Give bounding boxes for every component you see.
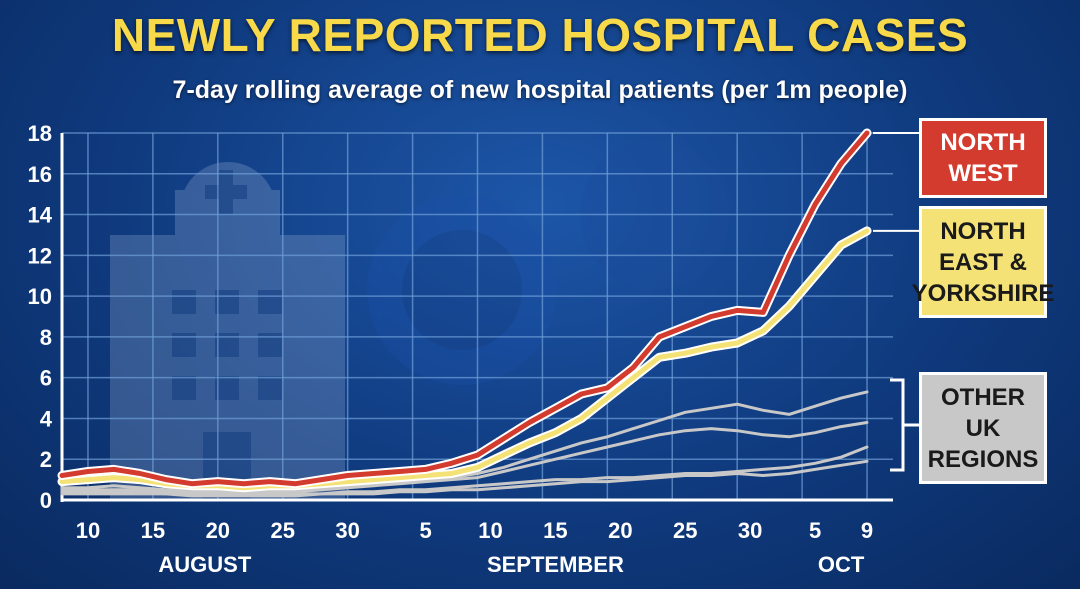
y-tick-label: 0 <box>40 488 52 513</box>
series-label-north-west: NORTH WEST <box>919 118 1047 198</box>
label-connectors <box>873 132 919 472</box>
month-label: SEPTEMBER <box>487 552 624 577</box>
x-tick-label: 10 <box>478 518 502 543</box>
y-tick-label: 6 <box>40 366 52 391</box>
x-tick-label: 20 <box>608 518 632 543</box>
chart-subtitle: 7-day rolling average of new hospital pa… <box>172 76 908 104</box>
month-label: AUGUST <box>158 552 251 577</box>
x-tick-label: 10 <box>76 518 100 543</box>
series-label-north-east-yorkshire: NORTH EAST & YORKSHIRE <box>912 206 1054 318</box>
x-tick-label: 30 <box>335 518 359 543</box>
x-tick-label: 5 <box>809 518 821 543</box>
y-tick-label: 14 <box>28 203 53 228</box>
y-tick-label: 12 <box>28 243 52 268</box>
y-tick-label: 10 <box>28 284 52 309</box>
series-line <box>60 421 869 494</box>
chart-series <box>57 128 872 498</box>
chart-title: NEWLY REPORTED HOSPITAL CASES <box>111 9 969 61</box>
series-line <box>60 459 869 498</box>
x-tick-label: 9 <box>861 518 873 543</box>
x-tick-label: 15 <box>141 518 165 543</box>
x-tick-label: 20 <box>206 518 230 543</box>
bracket-other-regions <box>890 378 919 472</box>
x-tick-label: 25 <box>673 518 697 543</box>
y-tick-label: 16 <box>28 162 52 187</box>
x-tick-label: 15 <box>543 518 567 543</box>
series-line <box>59 130 870 487</box>
y-axis-ticks: 0 2 4 6 8 10 12 14 16 18 <box>28 121 53 513</box>
y-tick-label: 4 <box>40 406 53 431</box>
series-line <box>60 445 869 496</box>
y-tick-label: 2 <box>40 447 52 472</box>
y-tick-label: 8 <box>40 325 52 350</box>
chart-grid <box>60 132 893 502</box>
x-tick-label: 5 <box>419 518 431 543</box>
series-label-other-uk-regions: OTHER UK REGIONS <box>919 372 1047 484</box>
month-label: OCT <box>818 552 865 577</box>
virus-icon <box>367 195 557 385</box>
y-tick-label: 18 <box>28 121 52 146</box>
x-tick-label: 25 <box>270 518 294 543</box>
x-axis-ticks: 10 15 20 25 30 5 10 15 20 25 30 5 9 AUGUST SEPTEMBER OC… <box>76 518 873 577</box>
x-tick-label: 30 <box>738 518 762 543</box>
